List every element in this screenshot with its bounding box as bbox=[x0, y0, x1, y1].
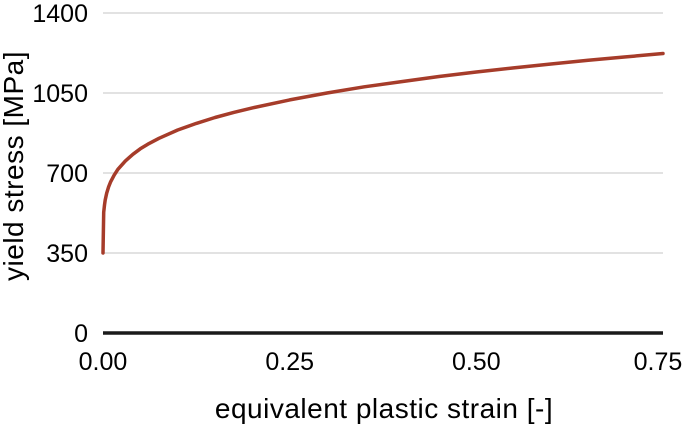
x-axis-title: equivalent plastic strain [-] bbox=[214, 393, 554, 424]
x-tick-label-0.50: 0.50 bbox=[452, 348, 501, 376]
y-tick-label-700: 700 bbox=[46, 160, 88, 188]
yield-stress-curve bbox=[101, 51, 665, 255]
y-axis-title: yield stress [MPa] bbox=[0, 51, 29, 281]
x-tick-label-0.75: 0.75 bbox=[634, 348, 683, 376]
x-tick-label-0.25: 0.25 bbox=[265, 348, 314, 376]
y-tick-label-0: 0 bbox=[74, 320, 88, 348]
x-tick-label-0.00: 0.00 bbox=[79, 348, 128, 376]
y-tick-label-1050: 1050 bbox=[32, 80, 88, 108]
y-tick-label-350: 350 bbox=[46, 240, 88, 268]
y-tick-label-1400: 1400 bbox=[32, 0, 88, 28]
